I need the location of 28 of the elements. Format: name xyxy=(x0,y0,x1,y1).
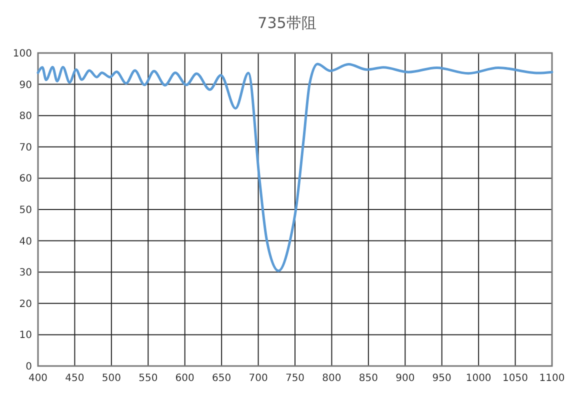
line-series xyxy=(36,62,554,272)
x-tick-label: 850 xyxy=(358,373,378,384)
x-tick-label: 750 xyxy=(285,373,305,384)
x-tick-label: 600 xyxy=(175,373,194,384)
y-tick-label: 10 xyxy=(19,330,32,342)
x-tick-label: 1100 xyxy=(539,373,565,384)
y-tick-label: 60 xyxy=(19,174,32,185)
y-tick-label: 100 xyxy=(12,48,32,60)
y-tick-label: 40 xyxy=(19,236,32,248)
chart-title: 735带阻 xyxy=(258,14,316,32)
y-tick-label: 80 xyxy=(19,111,32,122)
x-tick-label: 450 xyxy=(65,373,84,384)
x-tick-label: 800 xyxy=(322,373,342,384)
y-tick-label: 0 xyxy=(26,362,32,372)
x-tick-label: 900 xyxy=(396,373,415,384)
x-tick-label: 950 xyxy=(432,373,452,384)
x-tick-label: 650 xyxy=(212,373,232,384)
x-tick-label: 550 xyxy=(138,373,158,384)
x-tick-label: 400 xyxy=(28,373,48,384)
x-tick-label: 1050 xyxy=(502,373,528,384)
y-tick-label: 20 xyxy=(19,298,32,310)
y-tick-label: 90 xyxy=(19,80,32,91)
x-tick-label: 700 xyxy=(248,373,268,384)
y-tick-label: 30 xyxy=(19,268,32,279)
x-tick-label: 1000 xyxy=(466,373,492,384)
x-tick-label: 500 xyxy=(102,373,121,384)
y-tick-label: 70 xyxy=(19,142,32,154)
y-tick-label: 50 xyxy=(19,205,32,216)
